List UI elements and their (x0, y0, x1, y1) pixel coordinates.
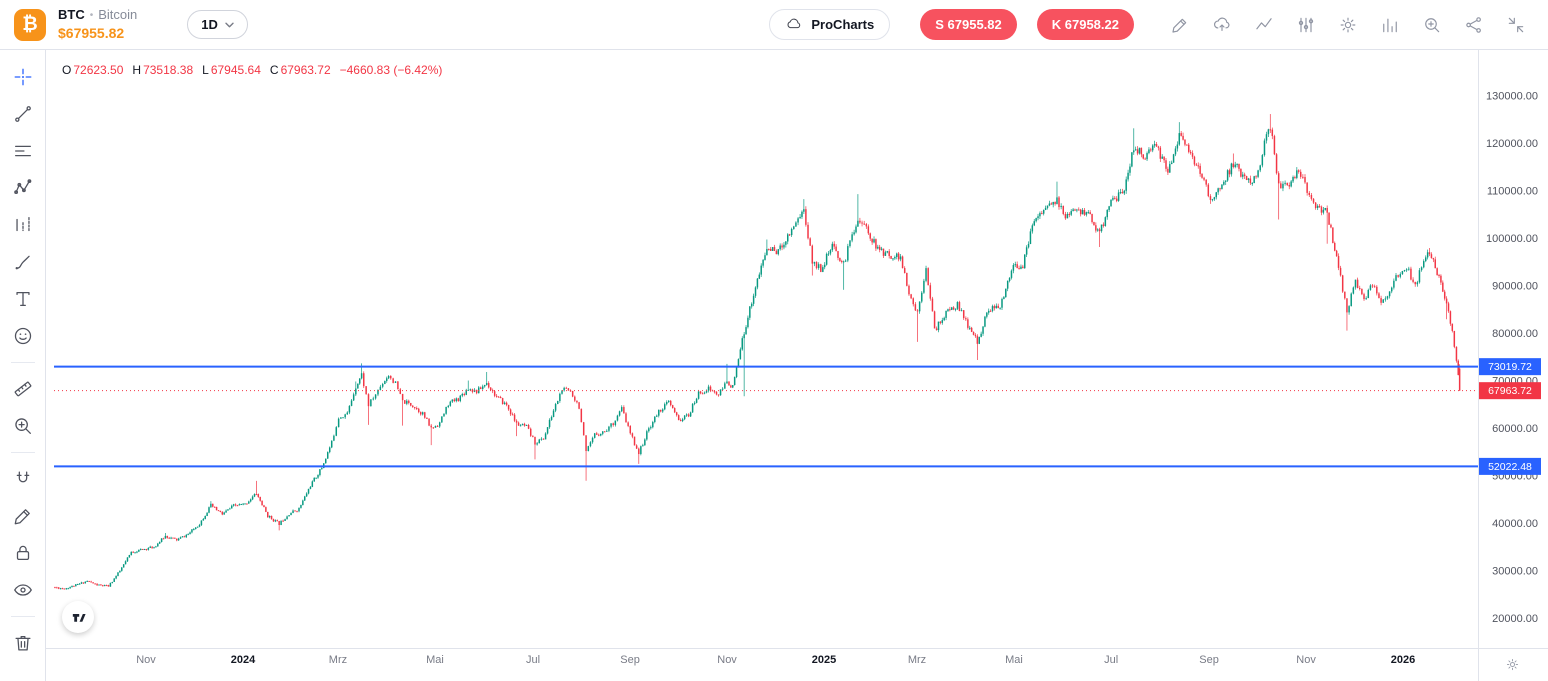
low-value: 67945.64 (210, 63, 261, 77)
time-axis-label: Nov (717, 654, 737, 666)
pattern-tool[interactable] (8, 173, 38, 203)
horizontal-lines-tool[interactable] (8, 136, 38, 166)
symbol-price: $67955.82 (58, 24, 125, 41)
candlestick-chart[interactable]: 130000.00 120000.00 110000.00 100000.00 9000… (46, 50, 1548, 681)
drawing-toolbar (0, 50, 46, 681)
time-axis-label: Nov (136, 654, 156, 666)
svg-text:52022.48: 52022.48 (1488, 461, 1532, 473)
sell-button[interactable]: S 67955.82 (920, 9, 1017, 40)
last-price-badge: 67963.72 (1479, 382, 1541, 400)
procharts-label: ProCharts (811, 17, 875, 32)
high-value: 73518.38 (143, 63, 194, 77)
magnet-tool[interactable] (8, 464, 38, 494)
indicators-button[interactable] (1380, 15, 1400, 35)
price-tick-label: 80000.00 (1492, 328, 1538, 340)
symbol-ticker: BTC (58, 6, 85, 22)
drawing-mode-tool[interactable] (8, 501, 38, 531)
chart-pane[interactable] (46, 50, 1478, 648)
candles-layer[interactable] (54, 114, 1461, 590)
price-tick-label: 90000.00 (1492, 281, 1538, 293)
time-axis-label: Jul (526, 654, 540, 666)
collapse-button[interactable] (1506, 15, 1526, 35)
price-tick-label: 130000.00 (1486, 90, 1538, 102)
price-tick-label: 30000.00 (1492, 566, 1538, 578)
trend-line-tool[interactable] (8, 99, 38, 129)
price-tick-label: 60000.00 (1492, 423, 1538, 435)
time-axis-label: 2025 (812, 654, 836, 666)
close-value: 67963.72 (280, 63, 331, 77)
time-axis-label: Sep (1199, 654, 1219, 666)
change-value: −4660.83 (−6.42%) (339, 63, 443, 77)
brush-tool[interactable] (8, 247, 38, 277)
share-button[interactable] (1464, 15, 1484, 35)
time-axis[interactable] (46, 648, 1548, 681)
svg-text:73019.72: 73019.72 (1488, 361, 1532, 373)
time-axis-label: Mrz (908, 654, 926, 666)
svg-text:67963.72: 67963.72 (1488, 385, 1532, 397)
remove-drawings-tool[interactable] (8, 628, 38, 658)
separator-dot: • (89, 9, 94, 21)
cloud-icon (785, 16, 803, 34)
open-value: 72623.50 (73, 63, 124, 77)
price-level-badge: 73019.72 (1479, 358, 1541, 376)
bitcoin-logo: ₿ (14, 8, 46, 41)
close-label: C (269, 63, 279, 77)
emoji-tool[interactable] (8, 321, 38, 351)
price-tick-label: 40000.00 (1492, 518, 1538, 530)
chart-area[interactable]: 130000.00 120000.00 110000.00 100000.00 9000… (46, 50, 1548, 681)
time-axis-label: Sep (620, 654, 640, 666)
zoom-in-button[interactable] (1422, 15, 1442, 35)
settings-gear-button[interactable] (1338, 15, 1358, 35)
zoom-tool[interactable] (8, 411, 38, 441)
price-level-badge: 52022.48 (1479, 457, 1541, 475)
chevron-down-icon (225, 22, 234, 28)
measure-tool[interactable] (8, 374, 38, 404)
hide-drawings-tool[interactable] (8, 575, 38, 605)
time-axis-label: Nov (1296, 654, 1316, 666)
time-axis-label: 2024 (231, 654, 256, 666)
price-tick-label: 100000.00 (1486, 233, 1538, 245)
open-label: O (62, 63, 72, 77)
time-axis-label: 2026 (1391, 654, 1415, 666)
tradingview-logo[interactable] (62, 601, 94, 633)
symbol-info: BTC • Bitcoin $67955.82 (58, 7, 137, 42)
edit-button[interactable] (1170, 15, 1190, 35)
text-tool[interactable] (8, 284, 38, 314)
forecast-tool[interactable] (8, 210, 38, 240)
toolbar-divider (10, 362, 35, 363)
top-bar: ₿ BTC • Bitcoin $67955.82 1D ProCharts S… (0, 0, 1548, 50)
cloud-upload-button[interactable] (1212, 15, 1232, 35)
toolbar-divider (10, 616, 35, 617)
timeframe-select[interactable]: 1D (187, 10, 248, 39)
high-label: H (132, 63, 142, 77)
price-tick-label: 20000.00 (1492, 613, 1538, 625)
time-axis-settings-icon[interactable] (1505, 657, 1520, 672)
chart-actions (1170, 15, 1526, 35)
sliders-button[interactable] (1296, 15, 1316, 35)
toolbar-divider (10, 452, 35, 453)
lock-tool[interactable] (8, 538, 38, 568)
buy-button[interactable]: K 67958.22 (1036, 9, 1134, 40)
crosshair-tool[interactable] (8, 62, 38, 92)
procharts-button[interactable]: ProCharts (769, 9, 891, 40)
timeframe-value: 1D (201, 17, 218, 32)
ohlc-legend: O 72623.50 H 73518.38 L 67945.64 C 67963.72 … (62, 63, 442, 77)
time-axis-label: Mai (1005, 654, 1023, 666)
curve-line-button[interactable] (1254, 15, 1274, 35)
price-tick-label: 110000.00 (1487, 185, 1538, 197)
price-tick-label: 120000.00 (1486, 138, 1538, 150)
time-axis-label: Mai (426, 654, 444, 666)
time-axis-label: Mrz (329, 654, 347, 666)
symbol-name: Bitcoin (98, 6, 138, 22)
low-label: L (202, 63, 209, 77)
time-axis-label: Jul (1104, 654, 1118, 666)
